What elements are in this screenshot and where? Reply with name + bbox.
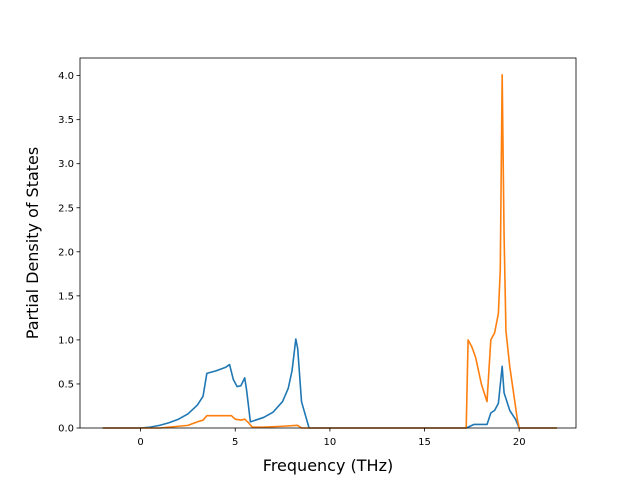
plot-frame bbox=[79, 57, 577, 429]
y-ticks: 0.0 0.5 1.0 1.5 2.0 2.5 3.0 3.5 4.0 bbox=[58, 71, 80, 435]
x-tick-label: 15 bbox=[418, 437, 431, 448]
y-tick-label: 1.5 bbox=[58, 291, 74, 302]
y-tick-label: 0.5 bbox=[58, 379, 74, 390]
y-tick-label: 2.0 bbox=[58, 247, 74, 258]
y-tick-label: 3.5 bbox=[58, 115, 74, 126]
x-tick-label: 5 bbox=[232, 437, 238, 448]
y-tick-label: 2.5 bbox=[58, 203, 74, 214]
x-ticks: 0 5 10 15 20 bbox=[137, 428, 526, 448]
plot-area bbox=[80, 58, 576, 428]
x-tick-label: 20 bbox=[513, 437, 526, 448]
series-line-1 bbox=[102, 338, 558, 429]
y-tick-label: 4.0 bbox=[58, 71, 74, 82]
y-axis-label: Partial Density of States bbox=[23, 147, 42, 339]
y-tick-label: 3.0 bbox=[58, 159, 74, 170]
x-axis-label: Frequency (THz) bbox=[263, 456, 393, 475]
x-tick-label: 10 bbox=[324, 437, 337, 448]
y-tick-label: 1.0 bbox=[58, 335, 74, 346]
x-tick-label: 0 bbox=[137, 437, 143, 448]
y-tick-label: 0.0 bbox=[58, 424, 74, 435]
